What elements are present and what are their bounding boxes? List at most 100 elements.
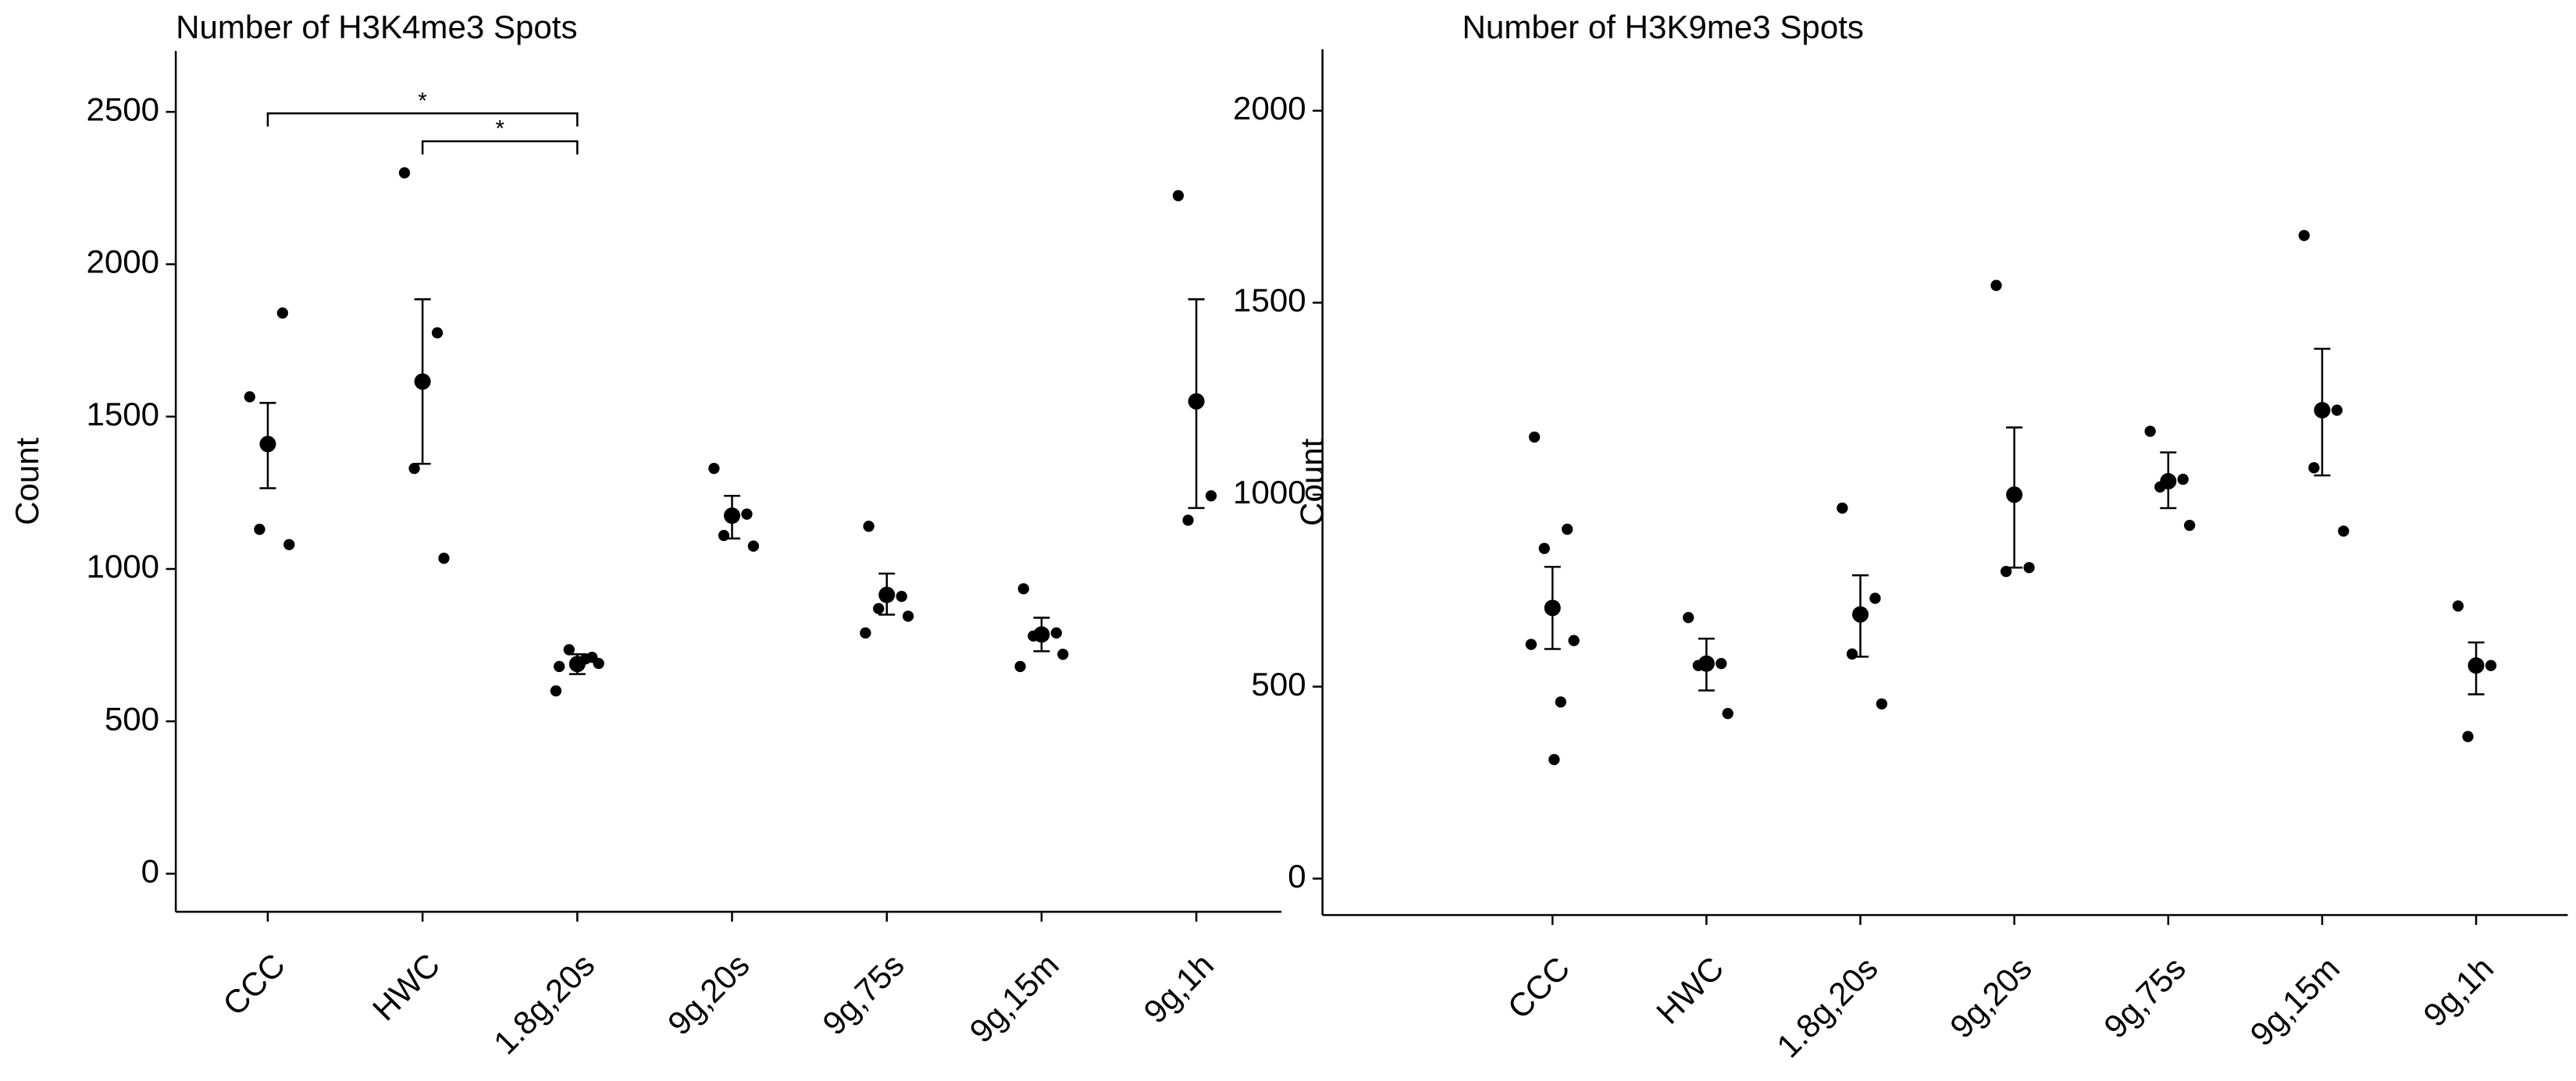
data-point bbox=[593, 657, 604, 670]
y-tick-label: 2000 bbox=[1233, 90, 1306, 126]
y-tick-label: 1000 bbox=[86, 548, 159, 585]
data-point bbox=[408, 462, 420, 475]
mean-point bbox=[414, 373, 431, 390]
y-tick-label: 2500 bbox=[86, 91, 159, 127]
data-point bbox=[2485, 660, 2497, 671]
x-tick-label: 9g,75s bbox=[2097, 950, 2193, 1046]
mean-point bbox=[1698, 655, 1715, 672]
data-point bbox=[276, 307, 289, 319]
x-tick-label: 9g,15m bbox=[963, 946, 1066, 1050]
data-point bbox=[1562, 523, 1573, 535]
data-point bbox=[1172, 190, 1185, 201]
mean-point bbox=[2467, 657, 2485, 674]
data-point bbox=[563, 644, 575, 656]
mean-point bbox=[1188, 393, 1205, 410]
data-point bbox=[873, 603, 885, 614]
significance-label: * bbox=[496, 116, 504, 142]
data-point bbox=[2298, 229, 2310, 241]
data-point bbox=[2183, 519, 2196, 532]
y-tick-label: 2000 bbox=[86, 244, 159, 280]
x-tick-label: 9g,1h bbox=[1136, 946, 1220, 1030]
mean-point bbox=[878, 586, 896, 603]
data-point bbox=[283, 539, 295, 550]
y-tick-label: 500 bbox=[105, 700, 159, 737]
y-tick-label: 500 bbox=[1251, 666, 1306, 702]
significance-bracket bbox=[266, 112, 579, 127]
data-point bbox=[1716, 658, 1727, 670]
y-axis-title: Count bbox=[1293, 438, 1330, 526]
x-tick-label: CCC bbox=[216, 946, 292, 1022]
data-point bbox=[708, 462, 720, 475]
data-point bbox=[550, 685, 562, 697]
x-tick-label: 9g,20s bbox=[1943, 950, 2039, 1046]
chart-title: Number of H3K4me3 Spots bbox=[176, 9, 577, 45]
mean-point bbox=[1544, 599, 1561, 617]
data-point bbox=[431, 327, 444, 339]
mean-point bbox=[724, 507, 741, 524]
data-point bbox=[863, 521, 875, 532]
mean-point bbox=[1851, 606, 1869, 623]
y-tick-label: 1500 bbox=[1233, 282, 1306, 318]
data-point bbox=[2462, 731, 2474, 742]
data-point bbox=[896, 590, 907, 603]
data-point bbox=[1722, 707, 1733, 720]
data-point bbox=[1846, 648, 1858, 660]
data-point bbox=[902, 610, 914, 622]
x-tick-label: 1.8g,20s bbox=[1769, 950, 1884, 1065]
data-point bbox=[2000, 565, 2012, 578]
data-point bbox=[1528, 431, 1541, 443]
mean-point bbox=[2006, 486, 2023, 503]
data-point bbox=[2023, 562, 2035, 574]
y-tick-label: 1500 bbox=[86, 396, 159, 432]
x-tick-label: 9g,1h bbox=[2416, 950, 2500, 1034]
data-point bbox=[438, 553, 450, 564]
data-point bbox=[1683, 612, 1694, 624]
data-point bbox=[747, 540, 760, 552]
significance-bracket bbox=[421, 140, 579, 155]
data-point bbox=[398, 167, 411, 179]
chart-title: Number of H3K9me3 Spots bbox=[1463, 9, 1864, 45]
data-point bbox=[2177, 473, 2189, 485]
data-point bbox=[1555, 696, 1566, 708]
data-point bbox=[860, 627, 871, 639]
data-point bbox=[1014, 660, 1026, 673]
x-tick-label: 9g,75s bbox=[815, 946, 911, 1042]
x-tick-label: 1.8g,20s bbox=[486, 946, 601, 1061]
x-tick-label: CCC bbox=[1501, 950, 1577, 1026]
data-point bbox=[1568, 635, 1580, 646]
y-axis-title: Count bbox=[9, 437, 45, 525]
data-point bbox=[1050, 627, 1062, 639]
data-point bbox=[2452, 600, 2464, 612]
x-tick-label: HWC bbox=[1649, 950, 1730, 1031]
y-tick-label: 1000 bbox=[1233, 474, 1306, 510]
data-point bbox=[1182, 514, 1194, 526]
data-point bbox=[1538, 542, 1550, 554]
data-point bbox=[1057, 649, 1069, 660]
y-tick-label: 0 bbox=[1288, 858, 1306, 894]
data-point bbox=[1990, 279, 2002, 291]
data-point bbox=[1205, 490, 1217, 502]
mean-point bbox=[2314, 402, 2331, 419]
data-point bbox=[554, 660, 565, 673]
data-point bbox=[2331, 404, 2343, 416]
data-point bbox=[2338, 525, 2350, 537]
data-point bbox=[1548, 754, 1560, 766]
data-point bbox=[1876, 698, 1888, 710]
data-point bbox=[741, 508, 753, 520]
y-tick-label: 0 bbox=[141, 852, 159, 889]
data-point bbox=[2308, 462, 2320, 474]
mean-point bbox=[1033, 626, 1050, 643]
mean-point bbox=[259, 436, 276, 453]
data-point bbox=[1869, 592, 1881, 604]
significance-label: * bbox=[418, 88, 426, 114]
data-point bbox=[1017, 583, 1029, 595]
x-tick-label: 9g,15m bbox=[2243, 950, 2346, 1054]
data-point bbox=[244, 391, 255, 403]
data-point bbox=[2144, 425, 2156, 437]
data-point bbox=[254, 524, 265, 535]
x-tick-label: HWC bbox=[365, 946, 447, 1027]
data-point bbox=[1525, 638, 1537, 650]
x-tick-label: 9g,20s bbox=[661, 946, 757, 1042]
